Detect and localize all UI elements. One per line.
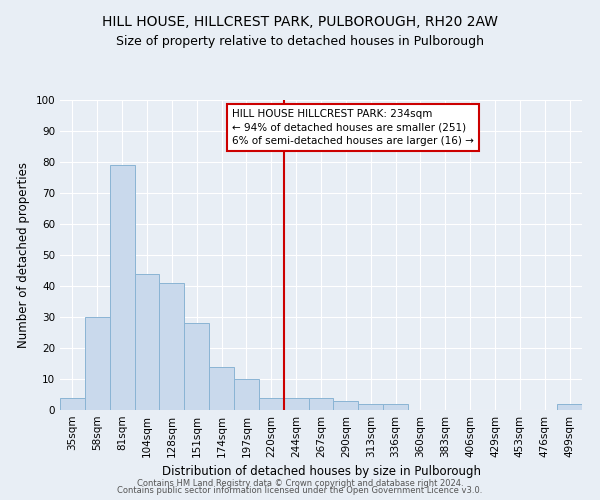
Text: Size of property relative to detached houses in Pulborough: Size of property relative to detached ho…	[116, 35, 484, 48]
Bar	[284, 398, 308, 410]
Text: Contains public sector information licensed under the Open Government Licence v3: Contains public sector information licen…	[118, 486, 482, 495]
Text: HILL HOUSE HILLCREST PARK: 234sqm
← 94% of detached houses are smaller (251)
6% : HILL HOUSE HILLCREST PARK: 234sqm ← 94% …	[232, 110, 474, 146]
Bar	[557, 404, 582, 410]
Text: Contains HM Land Registry data © Crown copyright and database right 2024.: Contains HM Land Registry data © Crown c…	[137, 478, 463, 488]
Bar	[334, 400, 358, 410]
Bar	[308, 398, 334, 410]
Bar	[358, 404, 383, 410]
Bar	[383, 404, 408, 410]
Text: HILL HOUSE, HILLCREST PARK, PULBOROUGH, RH20 2AW: HILL HOUSE, HILLCREST PARK, PULBOROUGH, …	[102, 15, 498, 29]
Bar	[134, 274, 160, 410]
Bar	[259, 398, 284, 410]
Bar	[209, 366, 234, 410]
Y-axis label: Number of detached properties: Number of detached properties	[17, 162, 30, 348]
Bar	[110, 165, 134, 410]
Bar	[160, 283, 184, 410]
Bar	[60, 398, 85, 410]
Bar	[184, 323, 209, 410]
Bar	[85, 317, 110, 410]
X-axis label: Distribution of detached houses by size in Pulborough: Distribution of detached houses by size …	[161, 466, 481, 478]
Bar	[234, 379, 259, 410]
